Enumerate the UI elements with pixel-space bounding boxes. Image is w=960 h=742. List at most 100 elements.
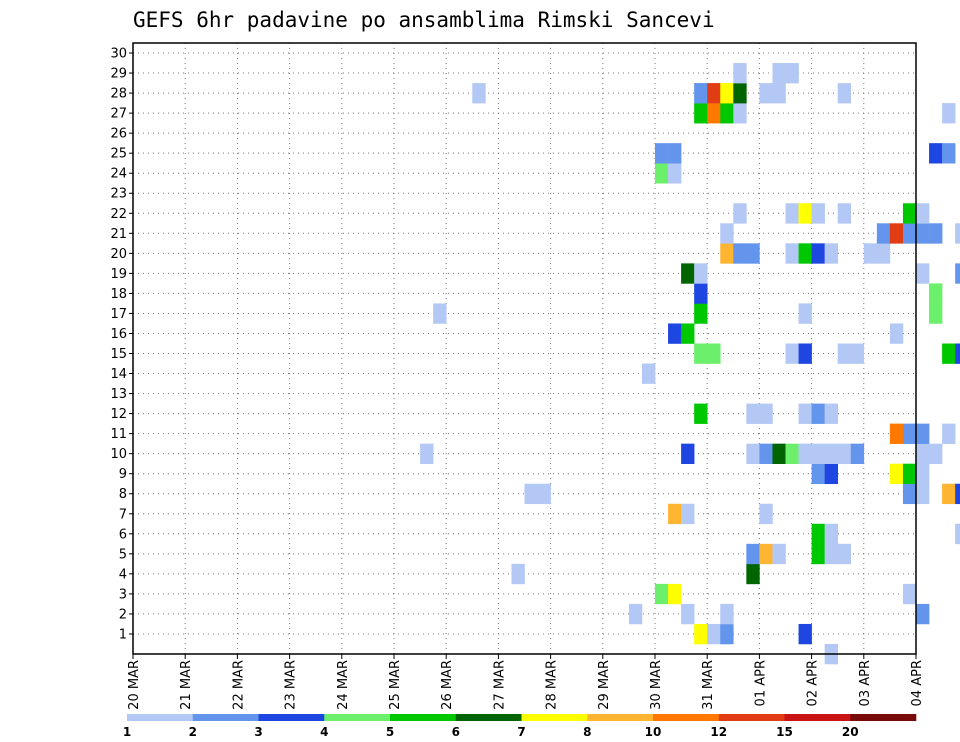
x-tick-label: 31 MAR (701, 660, 716, 710)
precip-cell (668, 503, 682, 525)
precip-cell (916, 223, 930, 244)
precip-cell (824, 543, 838, 565)
x-tick-label: 22 MAR (231, 660, 246, 710)
precip-cell (720, 243, 734, 264)
precip-cell (746, 443, 760, 464)
precip-cell (889, 323, 904, 344)
x-axis-ticks: 20 MAR 21 MAR 22 MAR 23 MAR 24 MAR 25 MAR 26 M… (127, 654, 925, 710)
precip-cell (759, 83, 773, 104)
precip-cell (733, 203, 747, 224)
chart-title: GEFS 6hr padavine po ansamblima Rimski S… (133, 8, 715, 32)
y-tick-label: 11 (110, 427, 127, 442)
precip-cell (785, 243, 799, 264)
precip-cell (942, 143, 956, 164)
legend-label: 10 (645, 725, 662, 739)
legend-swatch (127, 714, 194, 721)
y-tick-label: 28 (110, 87, 127, 102)
precip-cell (916, 463, 930, 485)
y-tick-label: 20 (110, 247, 127, 262)
legend-swatch (850, 714, 917, 721)
legend-swatch (258, 714, 325, 721)
precip-cell (811, 243, 825, 264)
x-tick-label: 28 MAR (545, 660, 560, 710)
precip-cell (798, 623, 812, 645)
legend-swatch (784, 714, 851, 721)
precip-cell (694, 303, 708, 324)
precip-cell (641, 363, 656, 384)
precip-cell (537, 483, 551, 505)
precip-cell (902, 223, 917, 244)
y-tick-label: 19 (110, 267, 127, 282)
legend-swatch (390, 714, 457, 721)
y-tick-label: 21 (110, 227, 127, 242)
x-tick-label: 30 MAR (649, 660, 664, 710)
precip-cell (798, 303, 812, 324)
precip-cell (655, 143, 669, 164)
precip-cell (824, 243, 838, 264)
y-tick-label: 5 (119, 547, 127, 562)
precip-cell (420, 443, 434, 464)
precip-cell (902, 203, 917, 224)
precip-cell (837, 203, 852, 224)
y-tick-label: 15 (110, 347, 127, 362)
precip-cell (955, 263, 960, 284)
precip-cell (798, 203, 812, 224)
precip-cell (811, 463, 825, 485)
precip-cell (798, 243, 812, 264)
legend-label: 8 (583, 725, 591, 739)
precip-cell (798, 443, 812, 464)
precip-cell (707, 343, 721, 364)
precip-cell (707, 103, 721, 124)
y-tick-label: 22 (110, 207, 127, 222)
y-tick-label: 24 (110, 167, 127, 182)
legend-swatch (653, 714, 720, 721)
x-tick-label: 25 MAR (388, 660, 403, 710)
precip-cell (942, 423, 956, 444)
precip-cell (929, 303, 943, 324)
legend-swatch (718, 714, 785, 721)
precip-cell (837, 343, 852, 364)
y-tick-label: 3 (119, 587, 127, 602)
precip-cell (811, 403, 825, 424)
precip-cell (759, 503, 773, 525)
precip-cell (916, 483, 930, 505)
precip-cell (694, 103, 708, 124)
precip-cell (889, 223, 904, 244)
y-tick-label: 10 (110, 447, 127, 462)
precip-cell (916, 603, 930, 625)
y-tick-label: 29 (110, 67, 127, 82)
precip-cell (746, 563, 760, 585)
precip-cell (955, 483, 960, 505)
y-tick-label: 27 (110, 107, 127, 122)
precip-cell (942, 343, 956, 364)
precip-cell (942, 483, 956, 505)
y-tick-label: 2 (119, 607, 127, 622)
precip-cell (720, 603, 734, 625)
precip-cell (889, 423, 904, 444)
precip-cell (824, 523, 838, 545)
precip-cell (694, 623, 708, 645)
legend-label: 3 (254, 725, 262, 739)
legend-swatch (587, 714, 654, 721)
precip-cell (916, 443, 930, 464)
precip-cell (798, 343, 812, 364)
precip-cell (811, 543, 825, 565)
precip-cell (837, 83, 852, 104)
precip-cell (707, 83, 721, 104)
precip-cell (681, 603, 695, 625)
precip-cell (929, 443, 943, 464)
precip-cell (811, 203, 825, 224)
precip-cell (902, 423, 917, 444)
precip-cell (902, 463, 917, 485)
legend-swatch (324, 714, 391, 721)
precip-cell (681, 443, 695, 464)
legend-label: 20 (842, 725, 859, 739)
precip-cell (902, 483, 917, 505)
precip-cell (694, 83, 708, 104)
precip-cell (733, 83, 747, 104)
precip-cell (850, 443, 865, 464)
x-tick-label: 23 MAR (284, 660, 299, 710)
plot-cells (420, 63, 960, 665)
precip-cell (694, 343, 708, 364)
precip-cell (929, 223, 943, 244)
